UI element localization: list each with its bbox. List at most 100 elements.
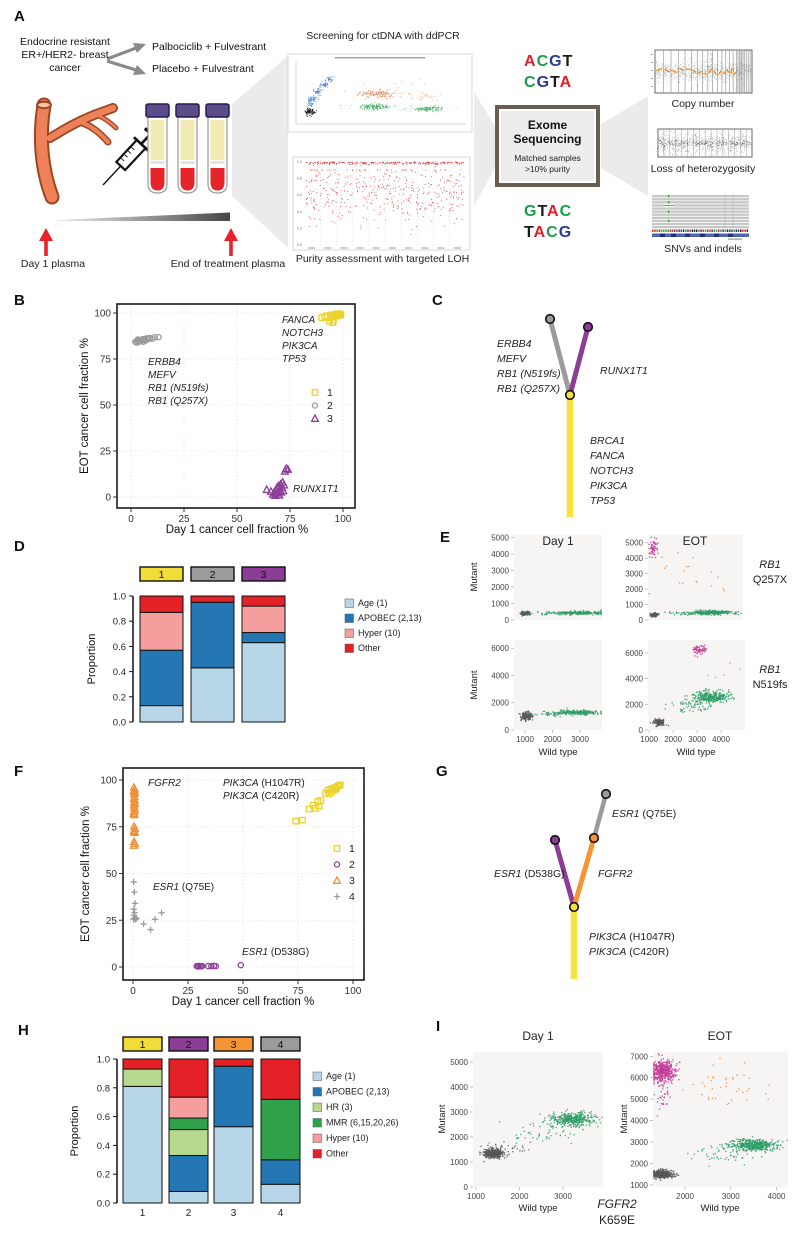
panel-f-label: F <box>14 763 24 780</box>
svg-text:RUNX1T1: RUNX1T1 <box>600 365 648 377</box>
svg-text:NOTCH3: NOTCH3 <box>282 328 324 339</box>
svg-text:FANCA: FANCA <box>282 315 315 326</box>
svg-text:RB1 (N519fs): RB1 (N519fs) <box>148 383 209 394</box>
svg-text:0.8: 0.8 <box>297 177 302 181</box>
exome-subtitle: Matched samples >10% purity <box>514 153 581 174</box>
svg-text:3: 3 <box>327 413 333 425</box>
svg-text:3000: 3000 <box>571 735 589 744</box>
svg-text:75: 75 <box>284 514 296 525</box>
exome-title: Exome Sequencing <box>513 118 582 146</box>
svg-text:1.0: 1.0 <box>113 592 126 603</box>
screening-title: Screening for ctDNA with ddPCR <box>306 30 460 42</box>
svg-text:MEFV: MEFV <box>148 370 177 381</box>
panel-a-graphic: 1.0 0.8 0.6 0.4 0.2 0.0 <box>33 43 753 256</box>
ddpcr-screening-plot <box>287 53 473 133</box>
svg-text:PIK3CA: PIK3CA <box>282 341 318 352</box>
dna-letter: T <box>562 53 574 70</box>
svg-text:PIK3CA: PIK3CA <box>590 480 627 492</box>
dna-letter: G <box>536 74 551 91</box>
svg-text:FANCA: FANCA <box>590 450 625 462</box>
svg-text:25: 25 <box>178 514 190 525</box>
svg-text:RB1 (Q257X): RB1 (Q257X) <box>497 383 560 395</box>
panel-a-label: A <box>14 8 25 25</box>
dna-letter: C <box>546 224 559 241</box>
blood-vessel-icon <box>33 97 119 205</box>
svg-text:ERBB4: ERBB4 <box>497 338 532 350</box>
svg-text:1: 1 <box>159 569 165 581</box>
copy-number-caption: Copy number <box>671 98 735 110</box>
dna-letter: C <box>536 53 550 70</box>
svg-text:0.2: 0.2 <box>297 226 302 230</box>
svg-text:4000: 4000 <box>491 671 509 680</box>
svg-text:NOTCH3: NOTCH3 <box>590 465 633 477</box>
svg-text:2000: 2000 <box>491 583 509 592</box>
svg-text:Day 1 cancer cell fraction %: Day 1 cancer cell fraction % <box>166 524 309 536</box>
exome-sequencing-box: Exome Sequencing Matched samples >10% pu… <box>495 105 600 187</box>
svg-text:50: 50 <box>231 514 243 525</box>
panel-g-label: G <box>436 763 448 780</box>
svg-text:1000: 1000 <box>491 599 509 608</box>
svg-text:0: 0 <box>639 616 644 625</box>
svg-text:2: 2 <box>210 569 216 581</box>
svg-text:0.4: 0.4 <box>113 667 126 678</box>
day1-plasma-label: Day 1 plasma <box>20 258 86 270</box>
panel-b-scatter: 0 25 50 75 100 0 25 50 75 100 FANCA NOTCH3 PIK3CA TP5… <box>79 303 356 536</box>
svg-text:4000: 4000 <box>625 554 643 563</box>
svg-text:1.0: 1.0 <box>297 160 302 164</box>
svg-text:0: 0 <box>128 514 134 525</box>
arm-palbociclib: Palbociclib + Fulvestrant <box>152 41 267 53</box>
dna-letters-top: ACGT CGTA <box>524 51 573 93</box>
svg-text:BRCA1: BRCA1 <box>590 435 625 447</box>
dna-letter: T <box>537 203 548 220</box>
loh-output-plot <box>655 128 753 158</box>
eot-arrow-icon <box>224 228 238 256</box>
dna-letter: G <box>549 53 563 70</box>
svg-text:1: 1 <box>327 387 333 399</box>
dna-letter: A <box>559 74 573 91</box>
svg-text:0.2: 0.2 <box>113 692 126 703</box>
wedge-box-to-outputs <box>601 96 648 196</box>
svg-text:RB1 (N519fs): RB1 (N519fs) <box>497 368 561 380</box>
panel-e-label: E <box>440 529 451 546</box>
panel-c-tree: ERBB4 MEFV RB1 (N519fs) RB1 (Q257X) RUNX1T1 B… <box>497 313 648 517</box>
svg-text:0.8: 0.8 <box>113 617 126 628</box>
svg-text:6000: 6000 <box>491 644 509 653</box>
svg-text:Proportion: Proportion <box>86 634 98 685</box>
svg-text:2000: 2000 <box>625 585 643 594</box>
dna-letter: G <box>558 224 573 241</box>
svg-text:Other: Other <box>358 643 381 653</box>
svg-text:5000: 5000 <box>625 539 643 548</box>
svg-text:3000: 3000 <box>625 570 643 579</box>
svg-text:APOBEC (2,13): APOBEC (2,13) <box>358 613 422 623</box>
svg-text:0.0: 0.0 <box>113 718 126 729</box>
svg-text:2000: 2000 <box>491 699 509 708</box>
purity-caption: Purity assessment with targeted LOH <box>295 253 470 265</box>
loh-purity-plot: 1.0 0.8 0.6 0.4 0.2 0.0 <box>292 156 471 251</box>
cohort-text: Endocrine resistant ER+/HER2- breast can… <box>20 36 110 74</box>
panel-d-label: D <box>14 538 25 555</box>
svg-text:100: 100 <box>335 514 352 525</box>
arm-placebo: Placebo + Fulvestrant <box>152 63 254 75</box>
svg-text:0.4: 0.4 <box>297 210 302 214</box>
svg-text:4000: 4000 <box>491 550 509 559</box>
svg-text:Age (1): Age (1) <box>358 598 388 608</box>
dna-letter: T <box>550 74 560 91</box>
svg-text:50: 50 <box>100 401 112 412</box>
panel-c-label: C <box>432 292 443 309</box>
svg-text:0.0: 0.0 <box>297 243 302 247</box>
panel-h-label: H <box>18 1022 29 1039</box>
wedge-screening-to-box <box>474 92 495 206</box>
svg-text:0: 0 <box>105 493 111 504</box>
svg-text:0: 0 <box>505 616 510 625</box>
plasma-tubes-icon <box>145 103 230 194</box>
copy-number-plot <box>650 49 753 94</box>
svg-text:2000: 2000 <box>544 735 562 744</box>
dna-letter: T <box>524 224 534 241</box>
panel-d-bars: 0.0 0.2 0.4 0.6 0.8 1.0 1 2 3 Age (1) APOBEC (2,13… <box>86 566 422 729</box>
svg-text:2: 2 <box>327 400 333 412</box>
svg-text:MEFV: MEFV <box>497 353 527 365</box>
